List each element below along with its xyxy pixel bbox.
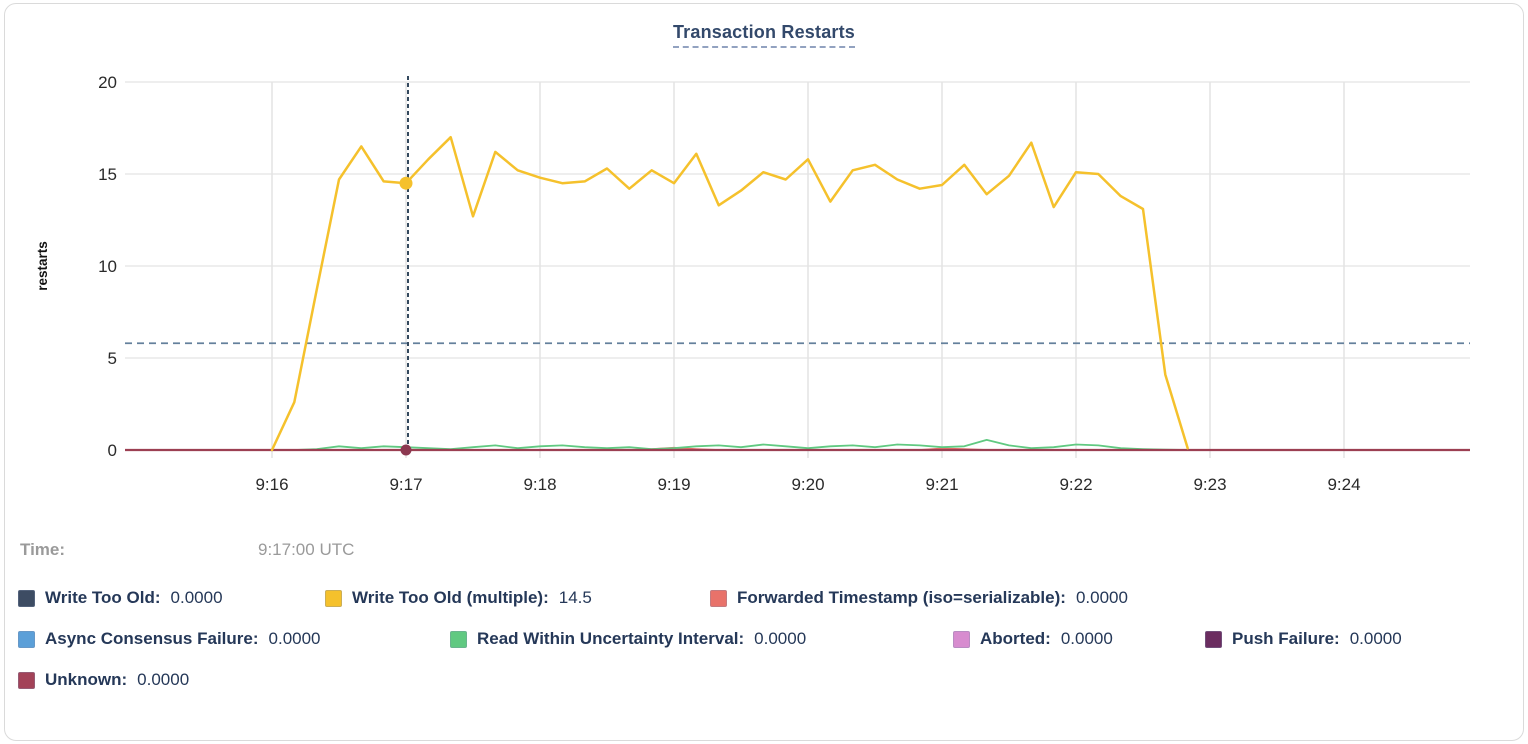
hover-dot-yellow [399, 176, 413, 190]
legend-row: Write Too Old: 0.0000 Write Too Old (multi… [18, 588, 1516, 608]
legend-label: Unknown: [45, 670, 128, 689]
transaction-restarts-chart[interactable]: 0 5 10 15 20 9:16 9:17 9:18 9:19 9:20 9:21 9:22 9:23… [0, 60, 1528, 530]
y-axis-title: restarts [35, 241, 50, 291]
y-tick-label: 15 [98, 165, 117, 184]
legend-label: Read Within Uncertainty Interval: [477, 629, 745, 648]
legend-swatch-icon [18, 630, 35, 648]
legend-value: 0.0000 [754, 629, 807, 648]
chart-title[interactable]: Transaction Restarts [672, 22, 856, 48]
legend-swatch-icon [1205, 630, 1222, 648]
legend-label: Forwarded Timestamp (iso=serializable): [737, 588, 1066, 607]
legend-item: Aborted: 0.0000 [953, 629, 1205, 649]
legend-item: Unknown: 0.0000 [18, 670, 189, 690]
hover-dot-baseline [400, 444, 412, 456]
legend-row: Unknown: 0.0000 [18, 670, 1516, 690]
legend-value: 0.0000 [1349, 629, 1402, 648]
y-tick-label: 10 [98, 257, 117, 276]
x-tick-label: 9:16 [255, 475, 288, 494]
legend-label: Aborted: [980, 629, 1051, 648]
legend-item: Write Too Old: 0.0000 [18, 588, 325, 608]
legend-swatch-icon [710, 589, 727, 607]
time-value: 9:17:00 UTC [258, 540, 355, 559]
x-tick-label: 9:18 [523, 475, 556, 494]
legend-swatch-icon [325, 589, 342, 607]
chart-header: Transaction Restarts [0, 22, 1528, 48]
series-line-write-too-old-multiple [270, 135, 1189, 452]
y-tick-label: 5 [108, 349, 117, 368]
legend-label: Push Failure: [1232, 629, 1340, 648]
x-tick-label: 9:22 [1059, 475, 1092, 494]
legend-row: Async Consensus Failure: 0.0000 Read Withi… [18, 629, 1516, 649]
time-label: Time: [20, 540, 66, 559]
legend-item: Push Failure: 0.0000 [1205, 629, 1402, 649]
legend-value: 0.0000 [170, 588, 223, 607]
y-tick-label: 20 [98, 73, 117, 92]
legend-item: Async Consensus Failure: 0.0000 [18, 629, 450, 649]
hover-time-row: Time: 9:17:00 UTC [20, 540, 354, 560]
legend-label: Write Too Old: [45, 588, 161, 607]
x-tick-label: 9:17 [389, 475, 422, 494]
x-tick-label: 9:19 [657, 475, 690, 494]
legend-swatch-icon [18, 671, 35, 689]
legend-swatch-icon [18, 589, 35, 607]
legend-swatch-icon [450, 630, 467, 648]
chart-card [4, 3, 1524, 741]
x-tick-label: 9:20 [791, 475, 824, 494]
x-tick-label: 9:23 [1193, 475, 1226, 494]
legend-swatch-icon [953, 630, 970, 648]
y-tick-label: 0 [108, 441, 117, 460]
legend-value: 14.5 [558, 588, 592, 607]
chart-legend: Write Too Old: 0.0000 Write Too Old (multi… [18, 588, 1516, 711]
legend-label: Async Consensus Failure: [45, 629, 259, 648]
legend-item: Read Within Uncertainty Interval: 0.0000 [450, 629, 953, 649]
legend-value: 0.0000 [1075, 588, 1128, 607]
legend-item: Forwarded Timestamp (iso=serializable): 0… [710, 588, 1128, 608]
series-line-read-within-uncertainty-interval [271, 438, 1189, 451]
x-tick-label: 9:24 [1327, 475, 1360, 494]
legend-label: Write Too Old (multiple): [352, 588, 549, 607]
legend-value: 0.0000 [1060, 629, 1113, 648]
legend-value: 0.0000 [137, 670, 190, 689]
legend-value: 0.0000 [268, 629, 321, 648]
legend-item: Write Too Old (multiple): 14.5 [325, 588, 710, 608]
x-tick-label: 9:21 [925, 475, 958, 494]
